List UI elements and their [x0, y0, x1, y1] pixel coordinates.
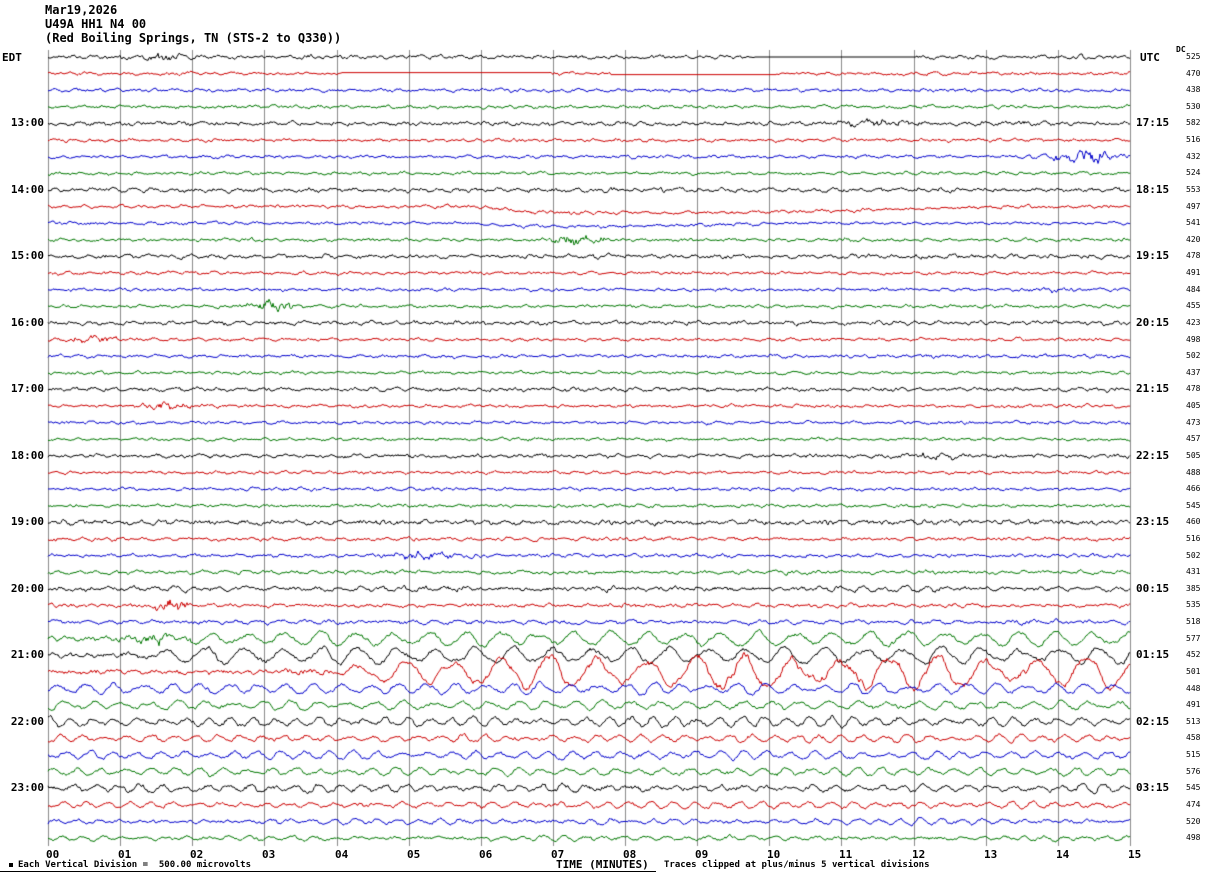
dc-value: 455	[1186, 301, 1201, 311]
dc-value: 505	[1186, 450, 1201, 460]
dc-value: 423	[1186, 317, 1201, 327]
minute-tick-label: 13	[984, 848, 998, 861]
left-time-label: 14:00	[10, 182, 44, 196]
dc-value: 474	[1186, 799, 1201, 809]
minute-tick-label: 12	[912, 848, 926, 861]
dc-value: 385	[1186, 583, 1201, 593]
dc-value: 516	[1186, 533, 1201, 543]
dc-value: 452	[1186, 650, 1201, 660]
dc-value: 466	[1186, 484, 1201, 494]
left-time-label: 23:00	[10, 781, 44, 795]
dc-value: 502	[1186, 351, 1201, 361]
minute-tick-label: 03	[262, 848, 276, 861]
dc-value: 516	[1186, 135, 1201, 145]
dc-value: 582	[1186, 118, 1201, 128]
right-time-label: 18:15	[1136, 182, 1170, 196]
dc-value: 497	[1186, 201, 1201, 211]
right-time-label: 00:15	[1136, 581, 1170, 595]
right-time-label: 19:15	[1136, 249, 1170, 263]
left-time-label: 16:00	[10, 315, 44, 329]
dc-value: 525	[1186, 52, 1201, 61]
dc-value: 460	[1186, 517, 1201, 527]
dc-value: 432	[1186, 151, 1201, 161]
left-time-label: 22:00	[10, 714, 44, 728]
dc-value: 437	[1186, 367, 1201, 377]
dc-value: 478	[1186, 384, 1201, 394]
right-axis-header: UTC	[1140, 51, 1160, 64]
dc-value: 431	[1186, 567, 1201, 577]
dc-value: 438	[1186, 85, 1201, 95]
dc-value: 541	[1186, 218, 1201, 228]
dc-value: 576	[1186, 766, 1201, 776]
right-time-label: 21:15	[1136, 382, 1170, 396]
left-time-label: 18:00	[10, 448, 44, 462]
minute-tick-label: 15	[1128, 848, 1142, 861]
dc-value: 420	[1186, 234, 1201, 244]
dc-value: 545	[1186, 500, 1201, 510]
dc-value: 491	[1186, 268, 1201, 278]
station-title: U49A HH1 N4 00	[45, 17, 147, 31]
dc-value: 520	[1186, 816, 1201, 826]
right-time-label: 01:15	[1136, 648, 1170, 662]
left-time-label: 20:00	[10, 581, 44, 595]
date-title: Mar19,2026	[45, 3, 118, 17]
dc-value: 498	[1186, 833, 1201, 843]
minute-tick-label: 11	[839, 848, 853, 861]
dc-value: 535	[1186, 600, 1201, 610]
minute-tick-label: 02	[190, 848, 204, 861]
right-time-label: 23:15	[1136, 515, 1170, 529]
minute-tick-label: 06	[479, 848, 493, 861]
minute-tick-label: 14	[1056, 848, 1070, 861]
right-time-label: 20:15	[1136, 315, 1170, 329]
minute-tick-label: 01	[118, 848, 132, 861]
footer-rule	[0, 871, 656, 872]
x-axis-title: TIME (MINUTES)	[556, 858, 649, 871]
dc-value: 488	[1186, 467, 1201, 477]
dc-value: 457	[1186, 434, 1201, 444]
right-time-label: 02:15	[1136, 714, 1170, 728]
dc-value: 515	[1186, 750, 1201, 760]
minute-tick-label: 08	[623, 848, 637, 861]
dc-value: 553	[1186, 184, 1201, 194]
left-time-label: 19:00	[10, 515, 44, 529]
dc-header: DC	[1176, 45, 1186, 54]
left-time-label: 17:00	[10, 382, 44, 396]
dc-value: 478	[1186, 251, 1201, 261]
minute-tick-label: 05	[407, 848, 421, 861]
clip-note: Traces clipped at plus/minus 5 vertical …	[664, 860, 930, 870]
minute-tick-label: 00	[46, 848, 60, 861]
dc-value: 513	[1186, 716, 1201, 726]
minute-tick-label: 04	[335, 848, 349, 861]
left-time-label: 15:00	[10, 249, 44, 263]
minute-tick-label: 07	[551, 848, 565, 861]
dc-value: 545	[1186, 783, 1201, 793]
left-axis-header: EDT	[2, 51, 22, 64]
dc-value: 577	[1186, 633, 1201, 643]
minute-tick-label: 10	[767, 848, 781, 861]
dc-value: 498	[1186, 334, 1201, 344]
scale-note: Each Vertical Division = 500.00 microvol…	[18, 860, 251, 870]
dc-value: 448	[1186, 683, 1201, 693]
dc-value: 473	[1186, 417, 1201, 427]
right-time-label: 22:15	[1136, 448, 1170, 462]
left-time-label: 13:00	[10, 116, 44, 130]
right-time-label: 17:15	[1136, 116, 1170, 130]
dc-value: 502	[1186, 550, 1201, 560]
dc-value: 530	[1186, 101, 1201, 111]
dc-value: 518	[1186, 617, 1201, 627]
dc-value: 524	[1186, 168, 1201, 178]
dc-value: 491	[1186, 700, 1201, 710]
left-time-label: 21:00	[10, 648, 44, 662]
scale-marker	[9, 863, 13, 867]
dc-value: 484	[1186, 284, 1201, 294]
location-title: (Red Boiling Springs, TN (STS-2 to Q330)…	[45, 31, 342, 45]
dc-value: 458	[1186, 733, 1201, 743]
minute-tick-label: 09	[695, 848, 709, 861]
dc-value: 501	[1186, 666, 1201, 676]
dc-value: 405	[1186, 401, 1201, 411]
right-time-label: 03:15	[1136, 781, 1170, 795]
dc-value: 470	[1186, 68, 1201, 78]
